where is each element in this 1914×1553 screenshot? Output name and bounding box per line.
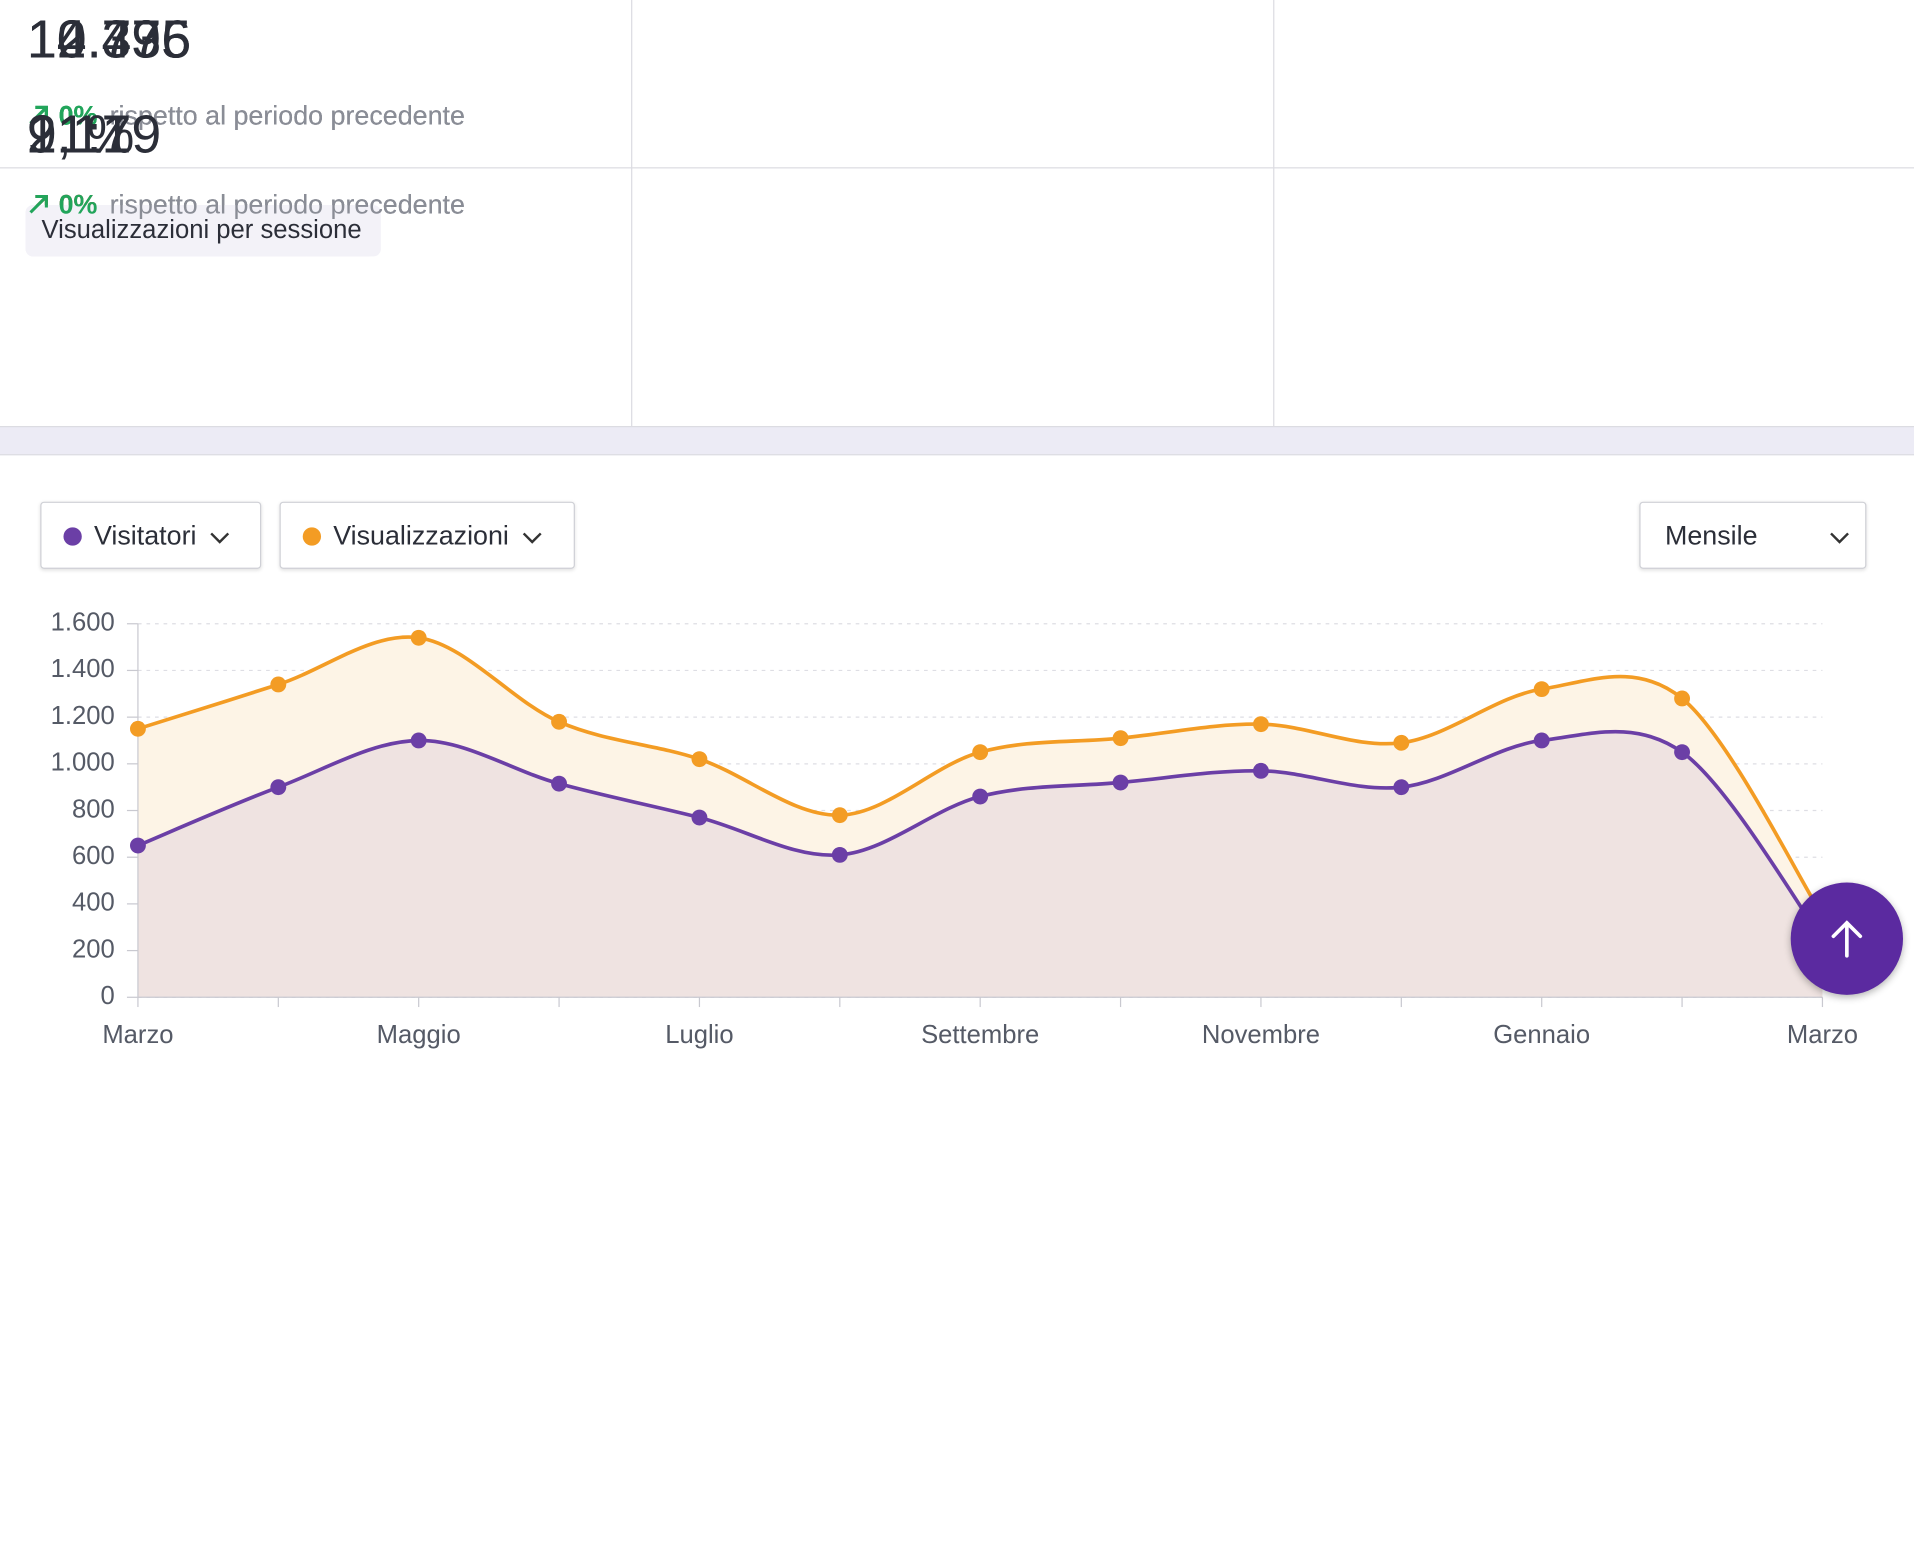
period-selector[interactable]: Mensile [1639,501,1867,569]
change-note: rispetto al periodo precedente [109,100,465,131]
x-tick-label: Novembre [1202,1021,1320,1049]
stat-card: 14.475 0% rispetto al periodo precedente [0,10,635,518]
trend-icon [29,105,48,125]
stat-card: 10.735 0% rispetto al periodo precedente [0,0,635,259]
stat-card: Durata media della sessione21:190%rispet… [0,105,635,1035]
stat-value: 12.396 [26,9,192,70]
chevron [210,532,230,544]
stat-change: 0% rispetto al periodo precedente [27,189,465,221]
point [1674,690,1691,707]
series-selector[interactable]: Visitatori [40,501,262,569]
change-note: rispetto al periodo precedente [109,189,465,220]
stat-card: Frequenza di rimbalzo91%0%rispetto al pe… [0,105,635,1294]
series-name: Visualizzazioni [333,520,509,551]
point [831,807,848,824]
stat-value: 1,17 [26,104,132,165]
point [1393,734,1410,751]
change-pct: 0% [58,100,98,131]
trend-icon [29,195,48,214]
series-selector[interactable]: Visualizzazioni [279,501,575,569]
series-dot [63,527,82,546]
series-dot [302,527,322,546]
point [1112,730,1129,747]
point [1112,774,1129,791]
page: {"stats":[ {"value":"10.735","change":"0… [0,0,1914,1050]
arrow-up-icon [1831,920,1863,958]
stat-card: Visualizzazioni per sessione 1,17 0% rispet… [0,105,635,1553]
dashboard: Visitatori Visualizzazioni Mensile 0 200 4… [0,0,1914,1049]
stat-change: 0% rispetto al periodo precedente [27,100,465,132]
stat-value: 10.735 [26,9,192,70]
change-pct: 0% [58,189,98,220]
point [831,846,848,863]
point [1253,716,1269,733]
divider [631,0,633,427]
divider [1273,0,1275,427]
stat-card: 12.396 0% rispetto al periodo precedente [0,10,635,777]
stat-value: 91% [26,104,135,165]
stat-value: 14.475 [26,9,192,70]
point [691,809,708,826]
scroll-top-button[interactable] [1790,882,1904,995]
section-band [0,426,1914,456]
x-tick-label: Gennaio [1493,1021,1590,1049]
point [1253,762,1269,779]
period: Mensile [1664,520,1758,551]
point [1674,744,1691,761]
point [1393,779,1410,796]
chevron [522,532,542,544]
divider [0,167,1914,169]
stat-value: 21:19 [26,104,162,165]
x-tick-label: Settembre [921,1021,1039,1049]
series-name: Visitatori [93,520,197,551]
point [691,751,708,768]
x-tick-label: Luglio [665,1021,733,1049]
change-note: rispetto al periodo precedente [109,100,465,131]
point [1533,732,1550,749]
point [972,788,989,805]
stat-label: Visualizzazioni per sessione [25,205,378,257]
chevron [1830,532,1849,544]
change-pct: 0% [58,100,98,131]
x-tick-label: Marzo [1787,1021,1858,1049]
change-pct: 0% [58,100,98,131]
point [1533,681,1550,698]
change-note: rispetto al periodo precedente [109,100,465,131]
stat-change: 0% rispetto al periodo precedente [27,100,465,132]
point [972,744,989,761]
